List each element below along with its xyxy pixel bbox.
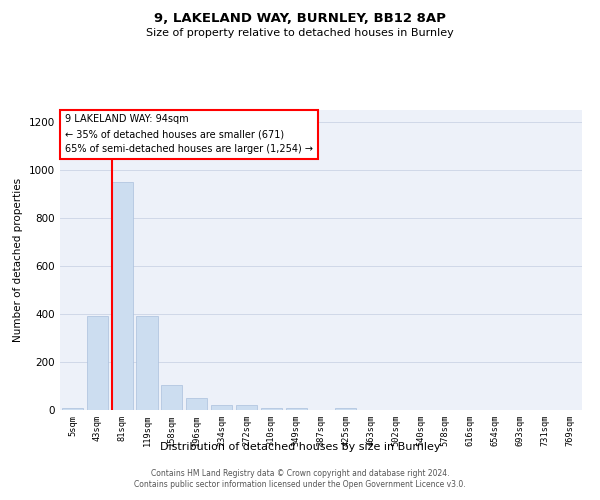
- Text: Contains public sector information licensed under the Open Government Licence v3: Contains public sector information licen…: [134, 480, 466, 489]
- Bar: [261, 408, 282, 410]
- Text: Size of property relative to detached houses in Burnley: Size of property relative to detached ho…: [146, 28, 454, 38]
- Bar: [161, 385, 182, 410]
- Text: Contains HM Land Registry data © Crown copyright and database right 2024.: Contains HM Land Registry data © Crown c…: [151, 468, 449, 477]
- Text: Distribution of detached houses by size in Burnley: Distribution of detached houses by size …: [160, 442, 440, 452]
- Bar: [112, 182, 133, 410]
- Bar: [236, 405, 257, 410]
- Y-axis label: Number of detached properties: Number of detached properties: [13, 178, 23, 342]
- Text: 9, LAKELAND WAY, BURNLEY, BB12 8AP: 9, LAKELAND WAY, BURNLEY, BB12 8AP: [154, 12, 446, 26]
- Bar: [211, 405, 232, 410]
- Bar: [186, 398, 207, 410]
- Bar: [87, 316, 108, 410]
- Text: 9 LAKELAND WAY: 94sqm
← 35% of detached houses are smaller (671)
65% of semi-det: 9 LAKELAND WAY: 94sqm ← 35% of detached …: [65, 114, 313, 154]
- Bar: [286, 408, 307, 410]
- Bar: [136, 316, 158, 410]
- Bar: [62, 408, 83, 410]
- Bar: [335, 408, 356, 410]
